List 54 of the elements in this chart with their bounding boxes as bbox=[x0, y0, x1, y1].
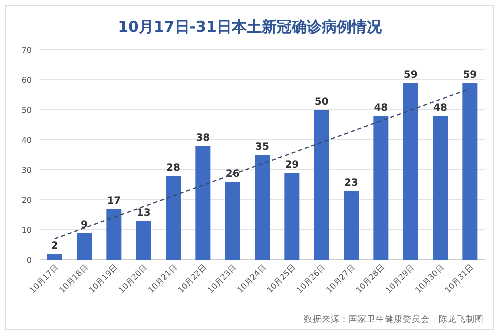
x-tick-label: 10月30日 bbox=[414, 263, 446, 296]
y-tick-label: 40 bbox=[22, 136, 32, 145]
x-tick-label: 10月18日 bbox=[58, 263, 90, 296]
data-label: 28 bbox=[166, 163, 180, 174]
data-label: 50 bbox=[314, 97, 329, 108]
data-label: 38 bbox=[196, 133, 210, 144]
bar bbox=[225, 182, 240, 260]
x-tick-label: 10月22日 bbox=[176, 263, 209, 296]
x-tick-label: 10月25日 bbox=[266, 263, 298, 296]
x-tick-label: 10月27日 bbox=[324, 263, 357, 296]
data-label: 2 bbox=[51, 241, 58, 252]
bar bbox=[255, 155, 270, 260]
data-label: 23 bbox=[344, 178, 358, 189]
data-label: 48 bbox=[374, 103, 388, 114]
bar bbox=[403, 83, 418, 260]
x-tick-label: 10月23日 bbox=[206, 263, 238, 296]
bar bbox=[106, 209, 122, 260]
y-tick-label: 30 bbox=[22, 166, 32, 175]
x-tick-label: 10月20日 bbox=[117, 263, 150, 296]
x-tick-label: 10月26日 bbox=[295, 263, 328, 296]
bar bbox=[47, 254, 62, 260]
y-tick-label: 60 bbox=[22, 76, 32, 85]
y-tick-label: 50 bbox=[22, 106, 32, 115]
x-tick-label: 10月19日 bbox=[88, 263, 120, 296]
y-tick-label: 0 bbox=[26, 256, 32, 265]
data-label: 35 bbox=[256, 142, 270, 153]
x-tick-label: 10月29日 bbox=[384, 263, 416, 296]
x-tick-label: 10月21日 bbox=[146, 263, 179, 296]
bar bbox=[462, 83, 478, 260]
bar bbox=[433, 116, 448, 260]
y-tick-label: 10 bbox=[22, 226, 32, 235]
data-label: 59 bbox=[404, 70, 418, 81]
bar bbox=[77, 233, 92, 260]
bar bbox=[344, 191, 359, 260]
bar bbox=[166, 176, 181, 260]
bar bbox=[284, 173, 300, 260]
bar bbox=[196, 146, 211, 260]
x-tick-label: 10月24日 bbox=[236, 263, 268, 296]
y-tick-label: 20 bbox=[22, 196, 32, 205]
data-label: 13 bbox=[136, 208, 151, 219]
data-label: 9 bbox=[81, 220, 88, 231]
x-tick-label: 10月31日 bbox=[444, 263, 476, 296]
source-note: 数据来源：国家卫生健康委员会 陈龙飞制图 bbox=[304, 314, 484, 325]
chart-title: 10月17日-31日本土新冠确诊病例情况 bbox=[118, 18, 383, 36]
bar bbox=[136, 221, 152, 260]
y-tick-label: 70 bbox=[22, 46, 32, 55]
x-tick-label: 10月17日 bbox=[28, 263, 60, 296]
bar bbox=[374, 116, 389, 260]
bar bbox=[314, 110, 330, 260]
data-label: 29 bbox=[285, 160, 300, 171]
data-label: 48 bbox=[434, 103, 448, 114]
x-tick-label: 10月28日 bbox=[354, 263, 387, 296]
data-label: 17 bbox=[107, 196, 122, 207]
data-label: 59 bbox=[463, 70, 478, 81]
